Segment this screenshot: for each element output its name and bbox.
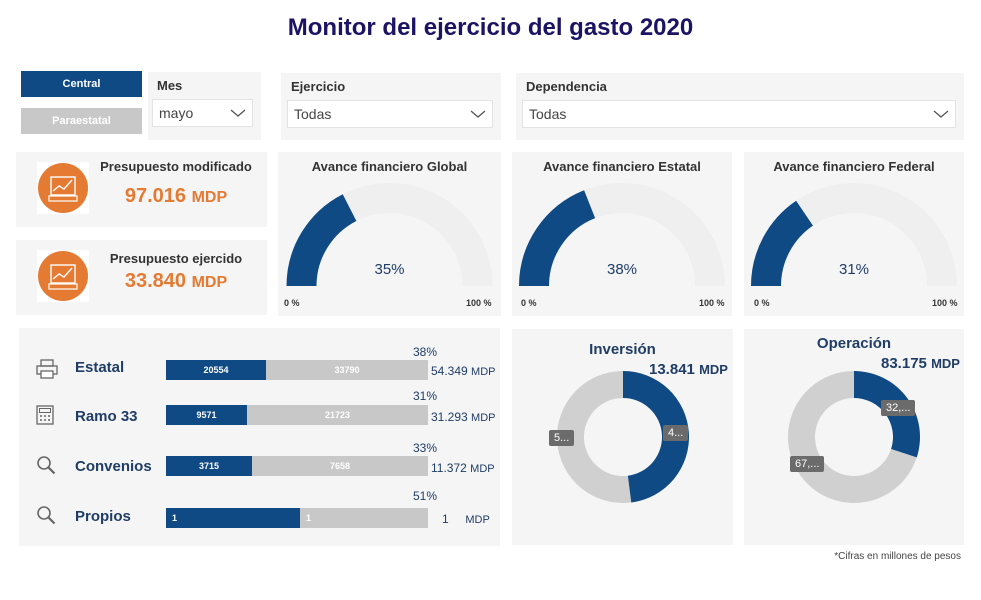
gauge-min-label: 0 % (754, 298, 770, 308)
gauge-title: Avance financiero Federal (773, 159, 935, 174)
mes-dropdown[interactable]: mayo (152, 99, 253, 127)
gauge-min-label: 0 % (521, 298, 537, 308)
bar-segment-restante: 7658 (252, 456, 428, 476)
operacion-gray-tag: 67,... (790, 456, 825, 472)
row-percent: 38% (413, 345, 438, 359)
row-total: 1 MDP (442, 512, 490, 526)
inversion-title: Inversión (589, 341, 656, 358)
gauge-max-label: 100 % (699, 298, 725, 308)
bar-segment-restante: 1 (300, 508, 428, 528)
gauge-min-label: 0 % (284, 298, 300, 308)
row-percent: 31% (413, 389, 438, 403)
gauge-federal (751, 183, 957, 287)
donut-slice-blue (623, 371, 690, 503)
gauge-percent: 31% (838, 261, 870, 278)
row-label-propios: Propios (75, 508, 131, 525)
dependencia-value: Todas (529, 106, 567, 122)
ejercicio-dropdown[interactable]: Todas (287, 100, 493, 128)
dependencia-dropdown[interactable]: Todas (522, 100, 956, 128)
inversion-donut (557, 371, 690, 503)
ejercicio-label: Ejercicio (291, 79, 346, 94)
bar-segment-restante: 33790 (266, 360, 428, 380)
row-total: 11.372 MDP (431, 461, 495, 475)
paraestatal-button[interactable]: Paraestatal (21, 108, 142, 134)
page-title: Monitor del ejercicio del gasto 2020 (287, 14, 694, 41)
bar-segment-ejercido: 9571 (166, 405, 247, 425)
donut-slice-gray (557, 371, 632, 503)
magnifier-icon (37, 506, 56, 525)
chevron-down-icon (470, 110, 486, 118)
gauge-percent: 35% (374, 261, 405, 278)
row-label-convenios: Convenios (75, 458, 152, 475)
chevron-down-icon (230, 109, 246, 117)
gauge-estatal (519, 183, 725, 287)
operacion-donut (788, 371, 920, 503)
operacion-blue-tag: 32,... (881, 400, 916, 416)
row-percent: 51% (413, 489, 438, 503)
calculator-icon (36, 405, 54, 425)
gauge-title: Avance financiero Global (311, 159, 468, 174)
gauge-max-label: 100 % (466, 298, 492, 308)
presupuesto-ejercido-value: 33.840 MDP (124, 270, 228, 292)
presupuesto-modificado-value: 97.016 MDP (124, 185, 228, 207)
row-percent: 33% (413, 441, 438, 455)
bar-segment-restante: 21723 (247, 405, 428, 425)
gauge-fill (751, 200, 814, 287)
printer-icon (36, 359, 58, 379)
gauge-fill (286, 194, 357, 287)
row-total: 31.293 MDP (431, 410, 496, 424)
gauge-title: Avance financiero Estatal (543, 159, 701, 174)
gauge-max-label: 100 % (932, 298, 958, 308)
gauge-percent: 38% (606, 261, 638, 278)
row-label-ramo33: Ramo 33 (75, 408, 138, 425)
inversion-card (512, 329, 733, 545)
budget-icon (37, 250, 89, 302)
bar-segment-ejercido: 20554 (166, 360, 266, 380)
budget-icon (37, 162, 89, 214)
ejercicio-value: Todas (294, 106, 332, 122)
row-total: 54.349 MDP (431, 364, 496, 378)
central-button[interactable]: Central (21, 71, 142, 97)
mes-label: Mes (157, 78, 183, 93)
footnote: *Cifras en millones de pesos (834, 551, 961, 562)
operacion-value: 83.175 MDP (881, 355, 960, 372)
inversion-gray-tag: 5... (549, 430, 575, 446)
dependencia-label: Dependencia (526, 79, 607, 94)
row-label-estatal: Estatal (75, 359, 125, 376)
operacion-title: Operación (816, 335, 892, 352)
mes-value: mayo (159, 105, 194, 121)
inversion-value: 13.841 MDP (649, 361, 728, 378)
gauge-fill (519, 190, 596, 287)
presupuesto-ejercido-label: Presupuesto ejercido (109, 251, 243, 266)
operacion-card (744, 329, 964, 545)
bar-segment-ejercido: 3715 (166, 456, 252, 476)
bar-segment-ejercido: 1 (166, 508, 300, 528)
gauge-global (286, 183, 493, 287)
magnifier-icon (37, 456, 56, 475)
inversion-blue-tag: 4... (663, 425, 689, 441)
chevron-down-icon (933, 110, 949, 118)
presupuesto-modificado-label: Presupuesto modificado (100, 159, 252, 174)
